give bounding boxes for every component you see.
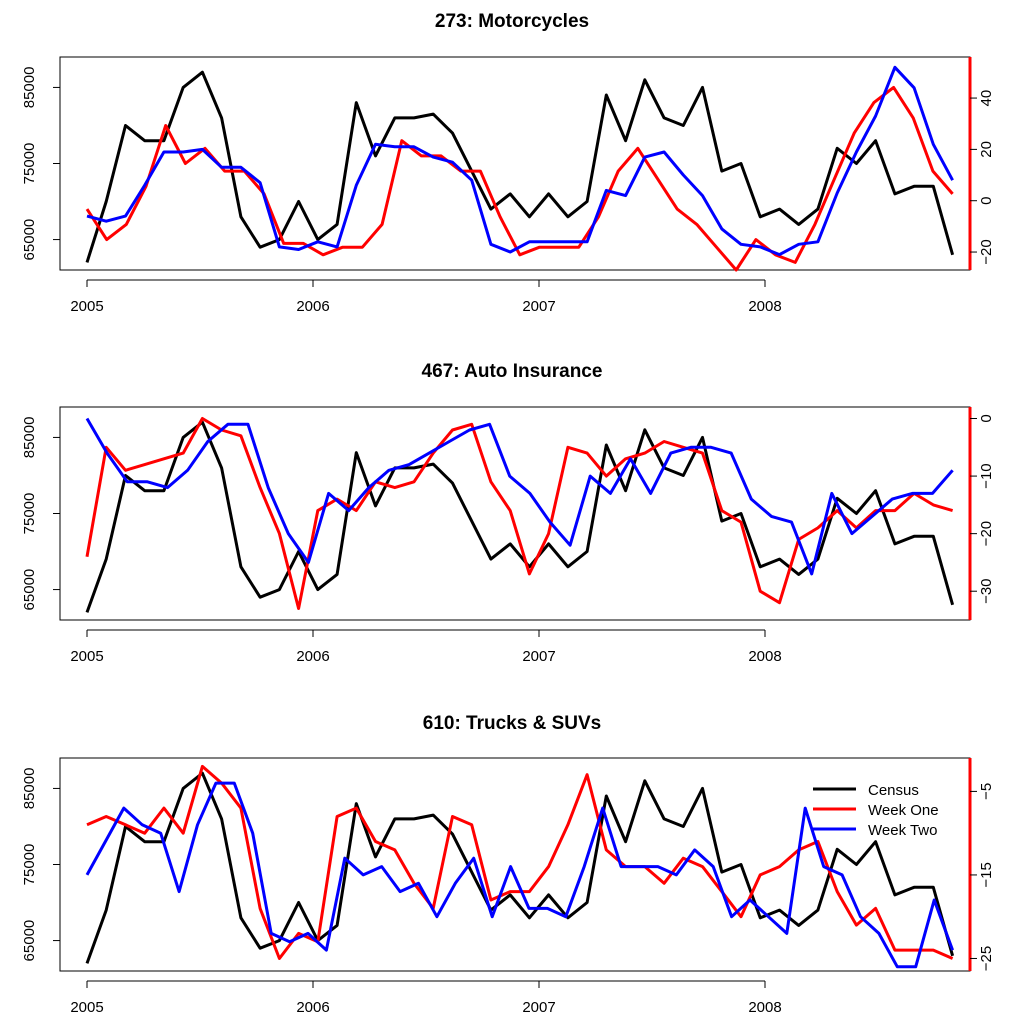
series-line-week-one xyxy=(85,85,954,272)
x-tick-label: 2007 xyxy=(522,999,555,1016)
y-tick-label-right: −25 xyxy=(978,946,995,971)
series-lines xyxy=(85,764,955,969)
series-line-census xyxy=(85,70,955,263)
x-tick-label: 2005 xyxy=(70,999,103,1016)
y-tick-label-right: −15 xyxy=(978,862,995,887)
legend-label-census: Census xyxy=(868,782,919,799)
legend-label-week-two: Week Two xyxy=(868,822,937,839)
series-line-census xyxy=(85,420,955,613)
x-tick-label: 2008 xyxy=(748,648,781,665)
series-lines xyxy=(85,417,955,613)
x-axis: 2005 2006 2007 2008 xyxy=(70,980,782,1016)
x-tick-label: 2005 xyxy=(70,648,103,665)
x-tick-label: 2006 xyxy=(296,999,329,1016)
y-tick-label-right: −30 xyxy=(978,578,995,603)
y-tick-label-left: 85000 xyxy=(21,67,38,109)
series-line-week-one xyxy=(85,417,954,610)
y-tick-label-right: −10 xyxy=(978,463,995,488)
series-line-week-two xyxy=(85,417,954,576)
y-tick-label-left: 75000 xyxy=(21,493,38,535)
series-lines xyxy=(85,65,955,272)
panel-title: 273: Motorcycles xyxy=(435,11,589,32)
y-tick-label-right: −20 xyxy=(978,239,995,264)
y-axis-right: −20 0 20 40 xyxy=(968,57,995,270)
panel-motorcycles: 273: Motorcycles 2005 2006 2007 2008 65000 7… xyxy=(21,11,995,315)
y-tick-label-left: 65000 xyxy=(21,219,38,261)
legend-label-week-one: Week One xyxy=(868,802,939,819)
y-tick-label-right: −5 xyxy=(978,783,995,800)
y-tick-label-left: 75000 xyxy=(21,844,38,886)
x-tick-label: 2008 xyxy=(748,298,781,315)
y-axis-left: 65000 75000 85000 xyxy=(21,417,61,611)
y-axis-left: 65000 75000 85000 xyxy=(21,768,61,962)
y-tick-label-left: 75000 xyxy=(21,143,38,185)
panel-title: 467: Auto Insurance xyxy=(422,361,603,382)
x-tick-label: 2007 xyxy=(522,298,555,315)
panel-trucks-suvs: 610: Trucks & SUVs 2005 2006 2007 2008 6500… xyxy=(21,713,995,1016)
x-tick-label: 2006 xyxy=(296,298,329,315)
y-axis-left: 65000 75000 85000 xyxy=(21,67,61,261)
panel-auto-insurance: 467: Auto Insurance 2005 2006 2007 2008 650… xyxy=(21,361,995,665)
y-tick-label-right: 0 xyxy=(978,197,995,205)
series-line-week-two xyxy=(86,65,954,257)
x-axis: 2005 2006 2007 2008 xyxy=(70,629,782,665)
y-tick-label-left: 65000 xyxy=(21,569,38,611)
x-tick-label: 2005 xyxy=(70,298,103,315)
x-tick-label: 2008 xyxy=(748,999,781,1016)
x-axis: 2005 2006 2007 2008 xyxy=(70,279,782,315)
series-line-census xyxy=(85,771,955,964)
y-tick-label-right: 20 xyxy=(978,141,995,158)
y-tick-label-left: 85000 xyxy=(21,768,38,810)
y-tick-label-right: −20 xyxy=(978,521,995,546)
y-axis-right: −25 −15 −5 xyxy=(968,758,995,971)
series-line-week-two xyxy=(85,781,955,969)
y-tick-label-left: 65000 xyxy=(21,920,38,962)
legend: Census Week One Week Two xyxy=(813,782,939,839)
y-tick-label-right: 40 xyxy=(978,90,995,107)
y-tick-label-left: 85000 xyxy=(21,417,38,459)
x-tick-label: 2007 xyxy=(522,648,555,665)
series-line-week-one xyxy=(86,764,954,960)
y-axis-right: −30 −20 −10 0 xyxy=(968,407,995,620)
x-tick-label: 2006 xyxy=(296,648,329,665)
panel-title: 610: Trucks & SUVs xyxy=(423,713,601,734)
y-tick-label-right: 0 xyxy=(978,414,995,422)
